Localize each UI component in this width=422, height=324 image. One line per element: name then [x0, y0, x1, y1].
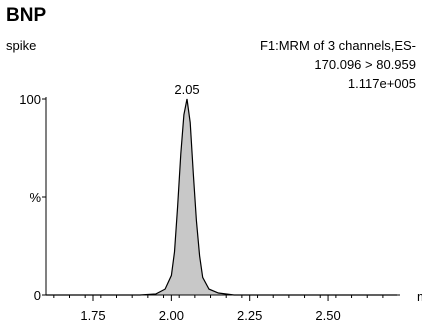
- y-tick-label: 0: [34, 288, 41, 303]
- transition-info-line: 170.096 > 80.959: [314, 57, 416, 72]
- x-tick-label: 2.00: [159, 308, 184, 323]
- chart-title: BNP: [6, 5, 46, 26]
- y-axis-label: %: [29, 190, 41, 205]
- channel-info-line-1: F1:MRM of 3 channels,ES-: [260, 38, 416, 53]
- x-axis-label: min: [417, 289, 422, 304]
- peak-label: 2.05: [174, 82, 199, 97]
- peak-fill: [46, 99, 397, 295]
- y-tick-label: 100: [19, 92, 41, 107]
- series-line: [46, 98, 397, 296]
- x-tick-label: 2.50: [315, 308, 340, 323]
- intensity-info-line: 1.117e+005: [348, 76, 416, 91]
- x-tick-label: 2.25: [237, 308, 262, 323]
- chart-subtitle: spike: [6, 38, 36, 53]
- plot-area: 0 100% 1.75 2.00 2.25 2.50 min 2.05: [19, 82, 422, 323]
- x-tick-label: 1.75: [80, 308, 105, 323]
